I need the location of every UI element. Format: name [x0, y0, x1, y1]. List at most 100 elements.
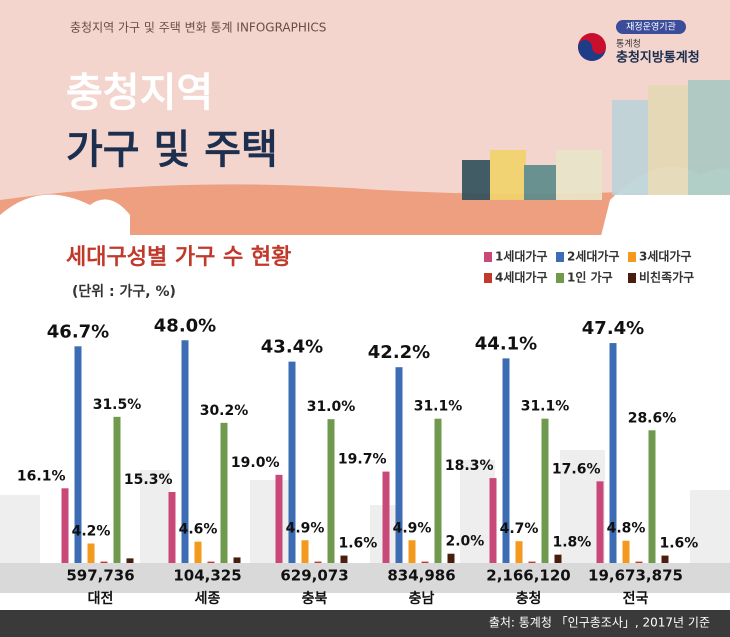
- bar: [74, 346, 82, 563]
- cloud: [0, 194, 130, 240]
- value-label: 16.1%: [17, 468, 66, 484]
- header-title: 충청지역: [66, 70, 213, 116]
- legend-label: 비친족가구: [639, 270, 694, 285]
- bar: [528, 561, 536, 563]
- bar: [233, 557, 241, 563]
- value-label: 1.6%: [660, 536, 699, 552]
- bar: [275, 474, 283, 563]
- bar: [434, 418, 442, 563]
- bar: [87, 543, 95, 563]
- bar: [421, 561, 429, 563]
- x-tick-label: 충청: [516, 591, 542, 607]
- legend-swatch: [484, 273, 492, 283]
- value-label: 1.6%: [339, 536, 378, 552]
- bar: [327, 419, 335, 563]
- totals-band: [0, 563, 730, 593]
- value-label: 43.4%: [261, 337, 323, 358]
- buildings: [462, 80, 730, 200]
- bar: [648, 430, 656, 563]
- value-label: 4.8%: [607, 521, 646, 537]
- logo-badge: [616, 20, 686, 34]
- legend-swatch: [484, 252, 492, 262]
- value-label: 4.6%: [179, 522, 218, 538]
- value-label: 4.7%: [500, 521, 539, 537]
- legend-label: 3세대가구: [639, 249, 692, 264]
- x-tick-label: 세종: [195, 591, 221, 607]
- total-label: 104,325: [173, 567, 241, 585]
- bar: [661, 555, 669, 563]
- bar: [181, 340, 189, 563]
- logo-icon: [578, 40, 606, 61]
- legend-swatch: [628, 252, 636, 262]
- x-tick-label: 충남: [409, 590, 435, 607]
- chart-unit: (단위 : 가구, %): [72, 283, 176, 300]
- value-label: 4.9%: [286, 520, 325, 536]
- value-label: 30.2%: [200, 403, 249, 419]
- logo-name: 충청지방통계청: [616, 50, 700, 66]
- logo-tag: 재정운영기관: [626, 22, 676, 33]
- bar: [207, 561, 215, 563]
- legend-label: 1인 가구: [567, 270, 613, 285]
- total-label: 19,673,875: [588, 567, 683, 585]
- bar: [408, 540, 416, 563]
- bar: [113, 416, 121, 563]
- value-label: 42.2%: [368, 342, 430, 363]
- value-label: 28.6%: [628, 410, 677, 426]
- x-tick-label: 충북: [302, 591, 328, 607]
- bar: [382, 471, 390, 563]
- bar: [515, 541, 523, 563]
- bar: [61, 488, 69, 563]
- value-label: 4.9%: [393, 520, 432, 536]
- bar: [609, 343, 617, 563]
- value-label: 4.2%: [72, 524, 111, 540]
- bar: [168, 492, 176, 563]
- legend-label: 1세대가구: [495, 249, 548, 264]
- bar: [502, 358, 510, 563]
- bar: [126, 558, 134, 563]
- value-label: 31.1%: [521, 399, 570, 415]
- value-label: 18.3%: [445, 458, 494, 474]
- value-label: 2.0%: [446, 534, 485, 550]
- value-label: 19.0%: [231, 455, 280, 471]
- header-title: 가구 및 주택: [66, 127, 278, 173]
- bar: [220, 422, 228, 563]
- bar: [554, 554, 562, 563]
- bar: [622, 540, 630, 563]
- x-tick-label: 대전: [88, 590, 114, 607]
- value-label: 46.7%: [47, 321, 109, 342]
- total-label: 2,166,120: [486, 567, 570, 585]
- value-label: 47.4%: [582, 318, 644, 339]
- value-label: 44.1%: [475, 333, 537, 354]
- bar: [194, 541, 202, 563]
- legend-label: 4세대가구: [495, 270, 548, 285]
- total-label: 834,986: [387, 567, 455, 585]
- value-label: 31.5%: [93, 397, 142, 413]
- bar: [635, 561, 643, 563]
- total-label: 597,736: [66, 567, 134, 585]
- value-label: 31.1%: [414, 399, 463, 415]
- value-label: 48.0%: [154, 315, 216, 336]
- logo-org: 통계청: [616, 38, 641, 50]
- chart-title: 세대구성별 가구 수 현황: [66, 245, 291, 270]
- value-label: 17.6%: [552, 461, 601, 477]
- legend-swatch: [556, 273, 564, 283]
- bar: [596, 481, 604, 563]
- legend-swatch: [556, 252, 564, 262]
- bar: [447, 553, 455, 563]
- x-tick-label: 전국: [623, 590, 649, 607]
- legend-label: 2세대가구: [567, 249, 620, 264]
- bar: [288, 361, 296, 563]
- value-label: 15.3%: [124, 472, 173, 488]
- bar: [314, 561, 322, 563]
- bar: [340, 555, 348, 563]
- header-subtitle: 충청지역 가구 및 주택 변화 통계 INFOGRAPHICS: [70, 21, 326, 35]
- bar: [489, 478, 497, 563]
- value-label: 31.0%: [307, 399, 356, 415]
- legend-swatch: [628, 273, 636, 283]
- bar: [100, 561, 108, 563]
- value-label: 19.7%: [338, 452, 387, 468]
- footer-source: 출처: 통계청 「인구총조사」, 2017년 기준: [489, 616, 710, 630]
- footer-bar: [0, 610, 730, 637]
- bar: [541, 418, 549, 563]
